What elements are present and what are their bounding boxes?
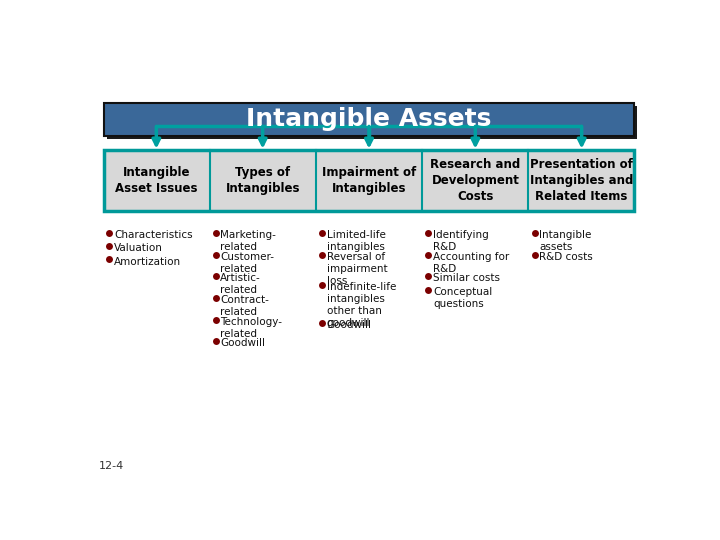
Text: Presentation of
Intangibles and
Related Items: Presentation of Intangibles and Related … (530, 158, 634, 203)
Text: Similar costs: Similar costs (433, 273, 500, 284)
Text: Indefinite-life
intangibles
other than
goodwill: Indefinite-life intangibles other than g… (327, 282, 396, 328)
Text: Impairment of
Intangibles: Impairment of Intangibles (322, 166, 416, 195)
Text: Accounting for
R&D: Accounting for R&D (433, 252, 509, 274)
Text: Customer-
related: Customer- related (220, 252, 274, 274)
Text: Characteristics: Characteristics (114, 231, 193, 240)
Text: Artistic-
related: Artistic- related (220, 273, 261, 295)
Text: Intangible Assets: Intangible Assets (246, 107, 492, 131)
Text: Goodwill: Goodwill (327, 320, 372, 330)
Bar (104, 150, 634, 211)
Text: Research and
Development
Costs: Research and Development Costs (431, 158, 521, 203)
Bar (107, 106, 637, 139)
Text: Intangible
assets: Intangible assets (539, 231, 592, 252)
Bar (104, 103, 634, 136)
Text: Intangible
Asset Issues: Intangible Asset Issues (115, 166, 197, 195)
Text: Marketing-
related: Marketing- related (220, 231, 276, 252)
Text: R&D costs: R&D costs (539, 252, 593, 262)
Text: Limited-life
intangibles: Limited-life intangibles (327, 231, 386, 252)
Text: 12-4: 12-4 (99, 461, 125, 471)
Text: Identifying
R&D: Identifying R&D (433, 231, 489, 252)
Text: Conceptual
questions: Conceptual questions (433, 287, 492, 308)
Text: Valuation: Valuation (114, 244, 163, 253)
Text: Amortization: Amortization (114, 256, 181, 267)
Text: Reversal of
impairment
loss: Reversal of impairment loss (327, 252, 387, 286)
Text: Technology-
related: Technology- related (220, 316, 282, 339)
Text: Goodwill: Goodwill (220, 338, 266, 348)
Text: Types of
Intangibles: Types of Intangibles (225, 166, 300, 195)
Text: Contract-
related: Contract- related (220, 295, 269, 317)
